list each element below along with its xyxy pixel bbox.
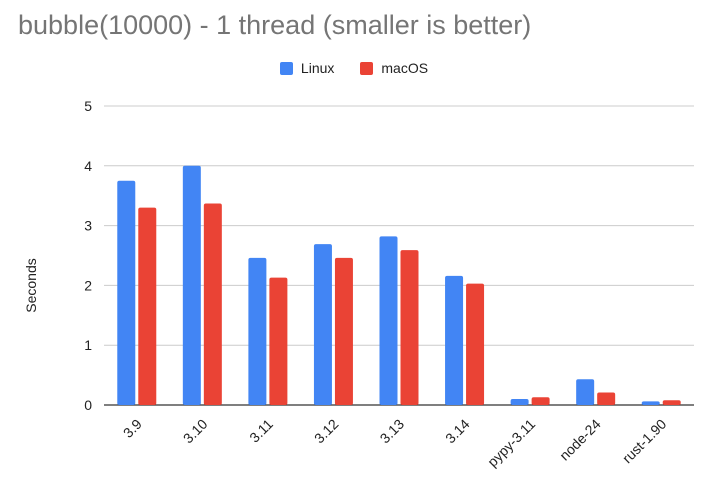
bar-macos-3.14[interactable] xyxy=(466,283,485,405)
x-tick-labels: 3.9 3.10 3.11 3.12 3.13 3.14 pypy-3.11 node-24 r… xyxy=(120,416,670,470)
y-tick-label: 4 xyxy=(84,158,92,174)
bar-linux-3.11[interactable] xyxy=(248,257,267,405)
legend-item-linux[interactable]: Linux xyxy=(279,60,335,76)
bar-macos-pypy-3.11[interactable] xyxy=(531,397,550,405)
y-tick-label: 3 xyxy=(84,218,92,234)
bar-linux-3.13[interactable] xyxy=(379,236,398,405)
bar-macos-3.11[interactable] xyxy=(269,277,288,405)
y-tick-label: 5 xyxy=(84,98,92,114)
y-tick-label: 1 xyxy=(84,337,92,353)
x-tick-label: 3.13 xyxy=(377,416,408,447)
bar-linux-3.9[interactable] xyxy=(117,180,136,405)
bar-macos-node-24[interactable] xyxy=(597,392,616,405)
x-tick-label: 3.14 xyxy=(442,416,473,447)
legend-swatch-macos xyxy=(360,61,374,75)
x-tick-label: 3.10 xyxy=(180,416,211,447)
legend-label-linux: Linux xyxy=(300,60,335,76)
legend-label-macos: macOS xyxy=(381,60,429,76)
bar-macos-3.12[interactable] xyxy=(334,257,353,405)
legend-item-macos[interactable]: macOS xyxy=(360,60,428,76)
bar-linux-pypy-3.11[interactable] xyxy=(510,399,529,405)
bars xyxy=(117,165,681,405)
x-tick-label: 3.11 xyxy=(246,416,276,446)
x-tick-label: 3.9 xyxy=(120,416,145,441)
gridlines xyxy=(104,105,694,406)
bar-linux-node-24[interactable] xyxy=(576,379,595,405)
legend: Linux macOS xyxy=(0,60,708,76)
bar-linux-3.10[interactable] xyxy=(182,165,201,405)
x-tick-label: 3.12 xyxy=(311,416,342,447)
x-tick-label: node-24 xyxy=(556,416,604,464)
y-tick-label: 0 xyxy=(84,397,92,413)
y-axis-title: Seconds xyxy=(23,258,39,312)
y-tick-label: 2 xyxy=(84,277,92,293)
y-tick-labels: 0 1 2 3 4 5 xyxy=(84,98,92,413)
bar-macos-rust-1.90[interactable] xyxy=(662,400,681,405)
bar-linux-rust-1.90[interactable] xyxy=(641,401,660,405)
x-tick-label: rust-1.90 xyxy=(619,416,670,467)
bar-linux-3.14[interactable] xyxy=(445,275,464,405)
x-tick-label: pypy-3.11 xyxy=(484,416,538,470)
chart-title: bubble(10000) - 1 thread (smaller is bet… xyxy=(18,10,532,40)
legend-swatch-linux xyxy=(279,61,293,75)
bar-linux-3.12[interactable] xyxy=(313,244,332,405)
bar-macos-3.9[interactable] xyxy=(138,207,157,405)
bar-macos-3.10[interactable] xyxy=(203,203,222,405)
bar-macos-3.13[interactable] xyxy=(400,250,419,405)
